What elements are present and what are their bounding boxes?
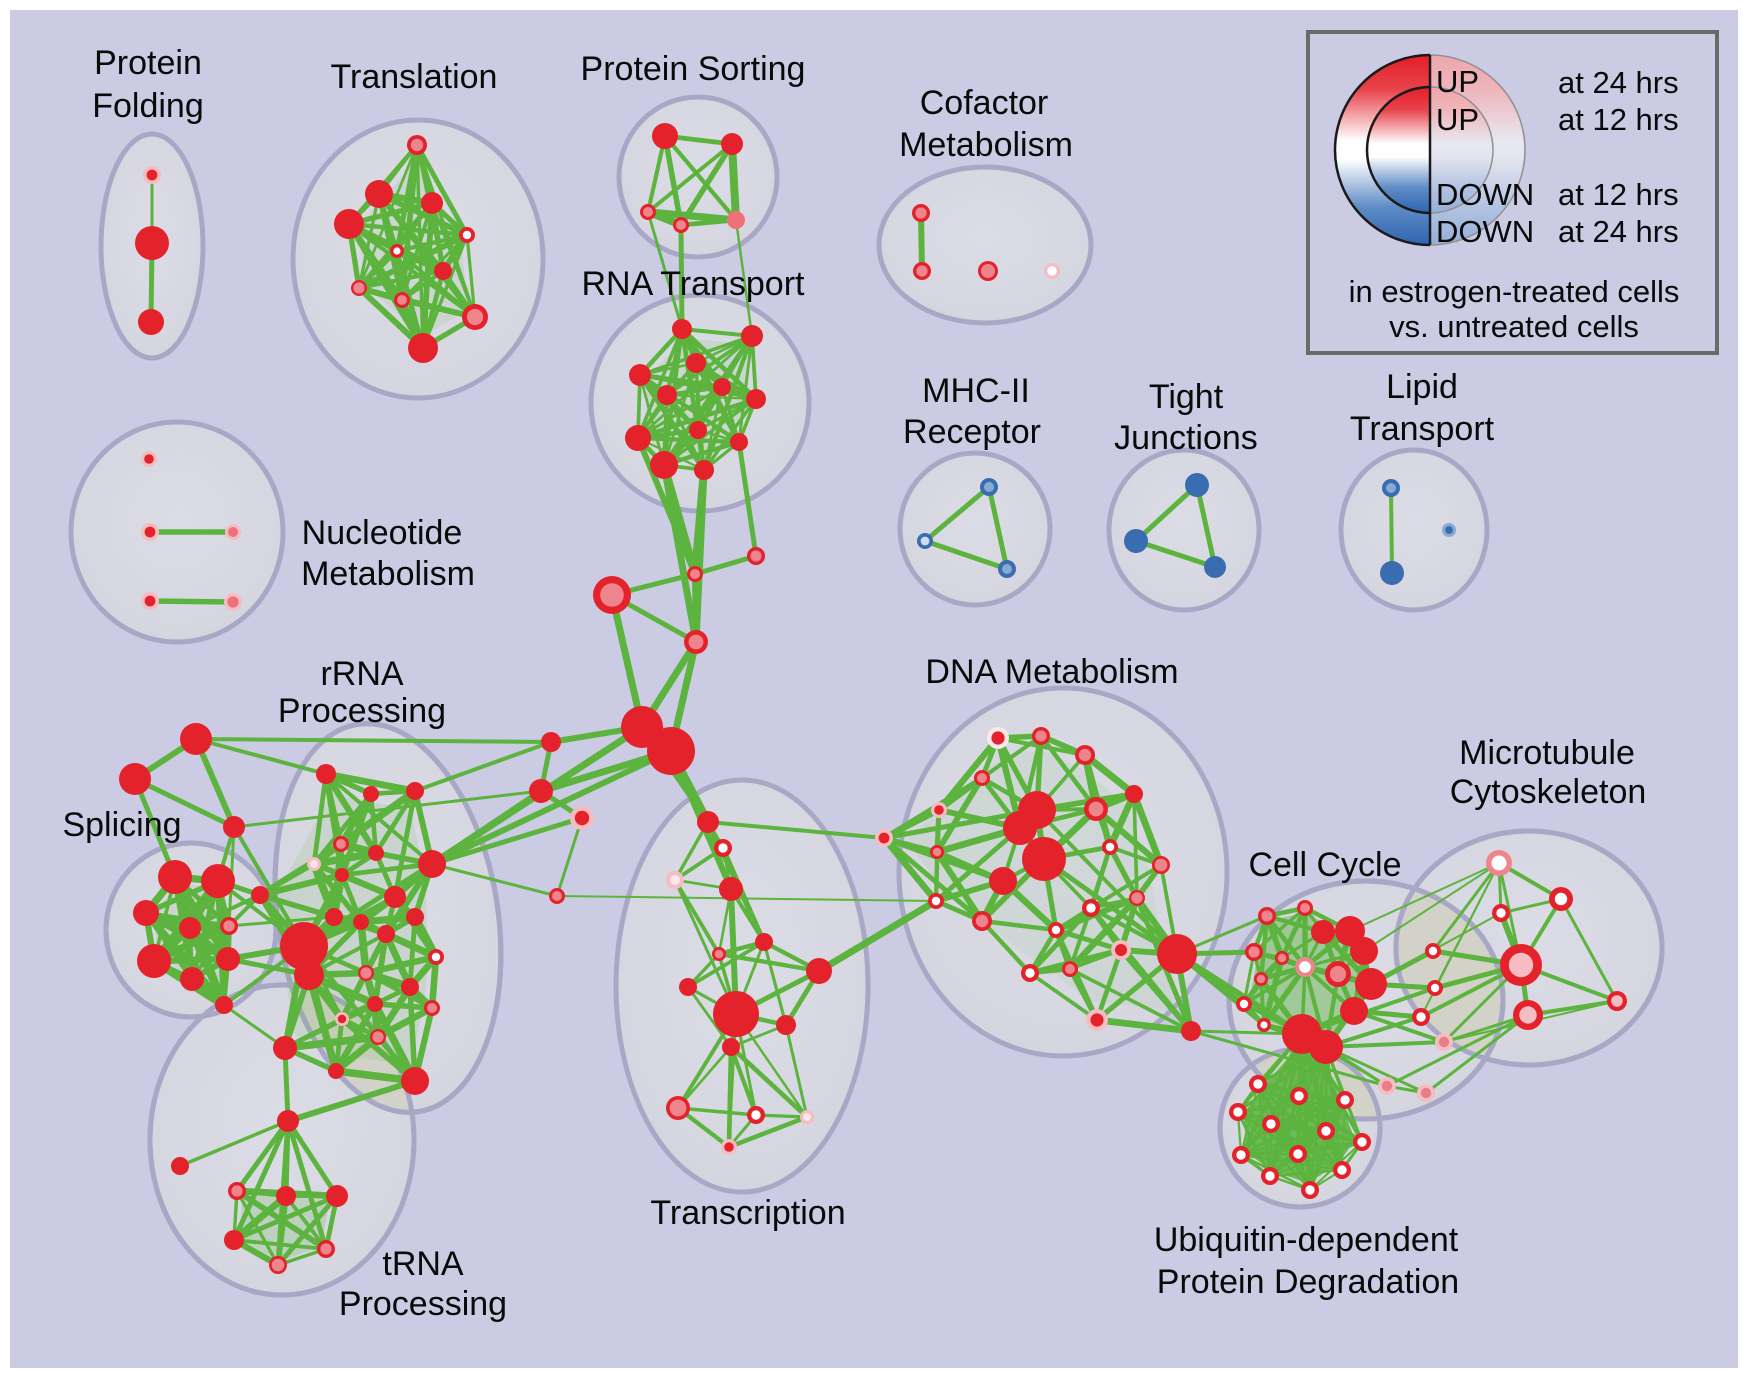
svg-text:in estrogen-treated cells: in estrogen-treated cells xyxy=(1349,274,1680,309)
svg-text:Metabolism: Metabolism xyxy=(301,555,475,593)
svg-text:Metabolism: Metabolism xyxy=(899,126,1073,164)
svg-text:rRNA: rRNA xyxy=(320,655,403,693)
svg-text:MHC-II: MHC-II xyxy=(922,372,1030,410)
svg-text:UP: UP xyxy=(1436,102,1479,137)
svg-text:vs. untreated cells: vs. untreated cells xyxy=(1389,309,1639,344)
svg-text:Processing: Processing xyxy=(339,1285,507,1323)
svg-text:at 12 hrs: at 12 hrs xyxy=(1558,102,1679,137)
svg-text:Tight: Tight xyxy=(1149,378,1224,416)
svg-text:at 24 hrs: at 24 hrs xyxy=(1558,214,1679,249)
svg-text:Protein Degradation: Protein Degradation xyxy=(1157,1263,1459,1301)
svg-text:Cofactor: Cofactor xyxy=(920,84,1049,122)
svg-text:at 12 hrs: at 12 hrs xyxy=(1558,177,1679,212)
svg-text:Nucleotide: Nucleotide xyxy=(302,514,463,552)
svg-text:UP: UP xyxy=(1436,64,1479,99)
svg-text:Ubiquitin-dependent: Ubiquitin-dependent xyxy=(1154,1221,1459,1259)
svg-text:Cytoskeleton: Cytoskeleton xyxy=(1450,773,1647,811)
svg-text:Receptor: Receptor xyxy=(903,413,1041,451)
svg-text:Folding: Folding xyxy=(92,87,204,125)
svg-text:Transcription: Transcription xyxy=(650,1194,845,1232)
svg-text:at 24 hrs: at 24 hrs xyxy=(1558,65,1679,100)
svg-text:tRNA: tRNA xyxy=(382,1245,464,1283)
svg-text:Cell Cycle: Cell Cycle xyxy=(1248,846,1401,884)
svg-text:Splicing: Splicing xyxy=(62,806,181,844)
svg-text:Protein Sorting: Protein Sorting xyxy=(581,50,806,88)
svg-text:Translation: Translation xyxy=(331,58,498,96)
svg-text:DOWN: DOWN xyxy=(1436,214,1534,249)
svg-text:Microtubule: Microtubule xyxy=(1459,734,1635,772)
svg-text:Transport: Transport xyxy=(1350,410,1495,448)
svg-text:Junctions: Junctions xyxy=(1114,419,1258,457)
svg-text:DOWN: DOWN xyxy=(1436,177,1534,212)
svg-text:Protein: Protein xyxy=(94,44,202,82)
svg-text:DNA Metabolism: DNA Metabolism xyxy=(925,653,1178,691)
svg-text:Lipid: Lipid xyxy=(1386,368,1458,406)
svg-text:Processing: Processing xyxy=(278,692,446,730)
svg-text:RNA Transport: RNA Transport xyxy=(582,265,806,303)
